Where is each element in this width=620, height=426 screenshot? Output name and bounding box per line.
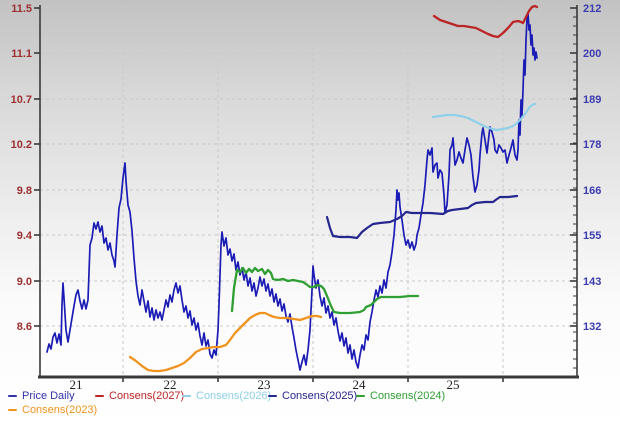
right-axis-label: 189	[583, 94, 601, 106]
legend-swatch-icon	[8, 395, 17, 397]
x-axis-label: 25	[447, 377, 460, 392]
legend-label: Price Daily	[22, 390, 75, 402]
legend-swatch-icon	[268, 395, 277, 397]
legend-swatch-icon	[95, 395, 104, 397]
legend-item: Consens(2024)	[356, 390, 445, 402]
right-axis-label: 166	[583, 185, 601, 197]
right-axis-label: 212	[583, 3, 601, 15]
right-axis-label: 178	[583, 139, 601, 151]
left-axis-label: 11.5	[11, 3, 32, 15]
legend-label: Consens(2027)	[109, 390, 185, 402]
series-consens-2027	[432, 4, 539, 39]
right-axis-label: 155	[583, 230, 601, 242]
legend-item: Consens(2023)	[8, 404, 97, 416]
x-axis-label: 22	[164, 377, 177, 392]
legend-label: Consens(2025)	[282, 390, 358, 402]
left-axis-label: 10.7	[11, 94, 32, 106]
legend-swatch-icon	[182, 395, 191, 397]
left-axis-label: 8.6	[17, 321, 32, 333]
legend-label: Consens(2024)	[370, 390, 446, 402]
legend-item: Price Daily	[8, 390, 75, 402]
right-axis-label: 132	[583, 321, 601, 333]
series-consens-2023	[128, 311, 323, 373]
legend-item: Consens(2025)	[268, 390, 357, 402]
left-axis-label: 9.0	[17, 276, 32, 288]
legend-swatch-icon	[8, 409, 17, 411]
legend-swatch-icon	[356, 395, 365, 397]
left-axis-label: 9.4	[17, 230, 33, 242]
legend-item: Consens(2026)	[182, 390, 271, 402]
legend-item: Consens(2027)	[95, 390, 184, 402]
legend-label: Consens(2023)	[22, 404, 98, 416]
series-consens-2024	[230, 266, 420, 315]
right-axis-label: 200	[583, 48, 601, 60]
x-axis-label: 23	[258, 377, 271, 392]
legend-label: Consens(2026)	[196, 390, 272, 402]
series-consens-2025	[325, 194, 519, 240]
right-axis-label: 143	[583, 276, 601, 288]
x-axis-label: 21	[70, 377, 83, 392]
series-consens-2026	[431, 102, 537, 132]
left-axis-label: 11.1	[11, 48, 32, 60]
left-axis-label: 10.2	[11, 139, 32, 151]
left-axis-label: 9.8	[17, 185, 32, 197]
series-price-daily	[46, 12, 538, 371]
x-axis-label: 24	[353, 377, 367, 392]
